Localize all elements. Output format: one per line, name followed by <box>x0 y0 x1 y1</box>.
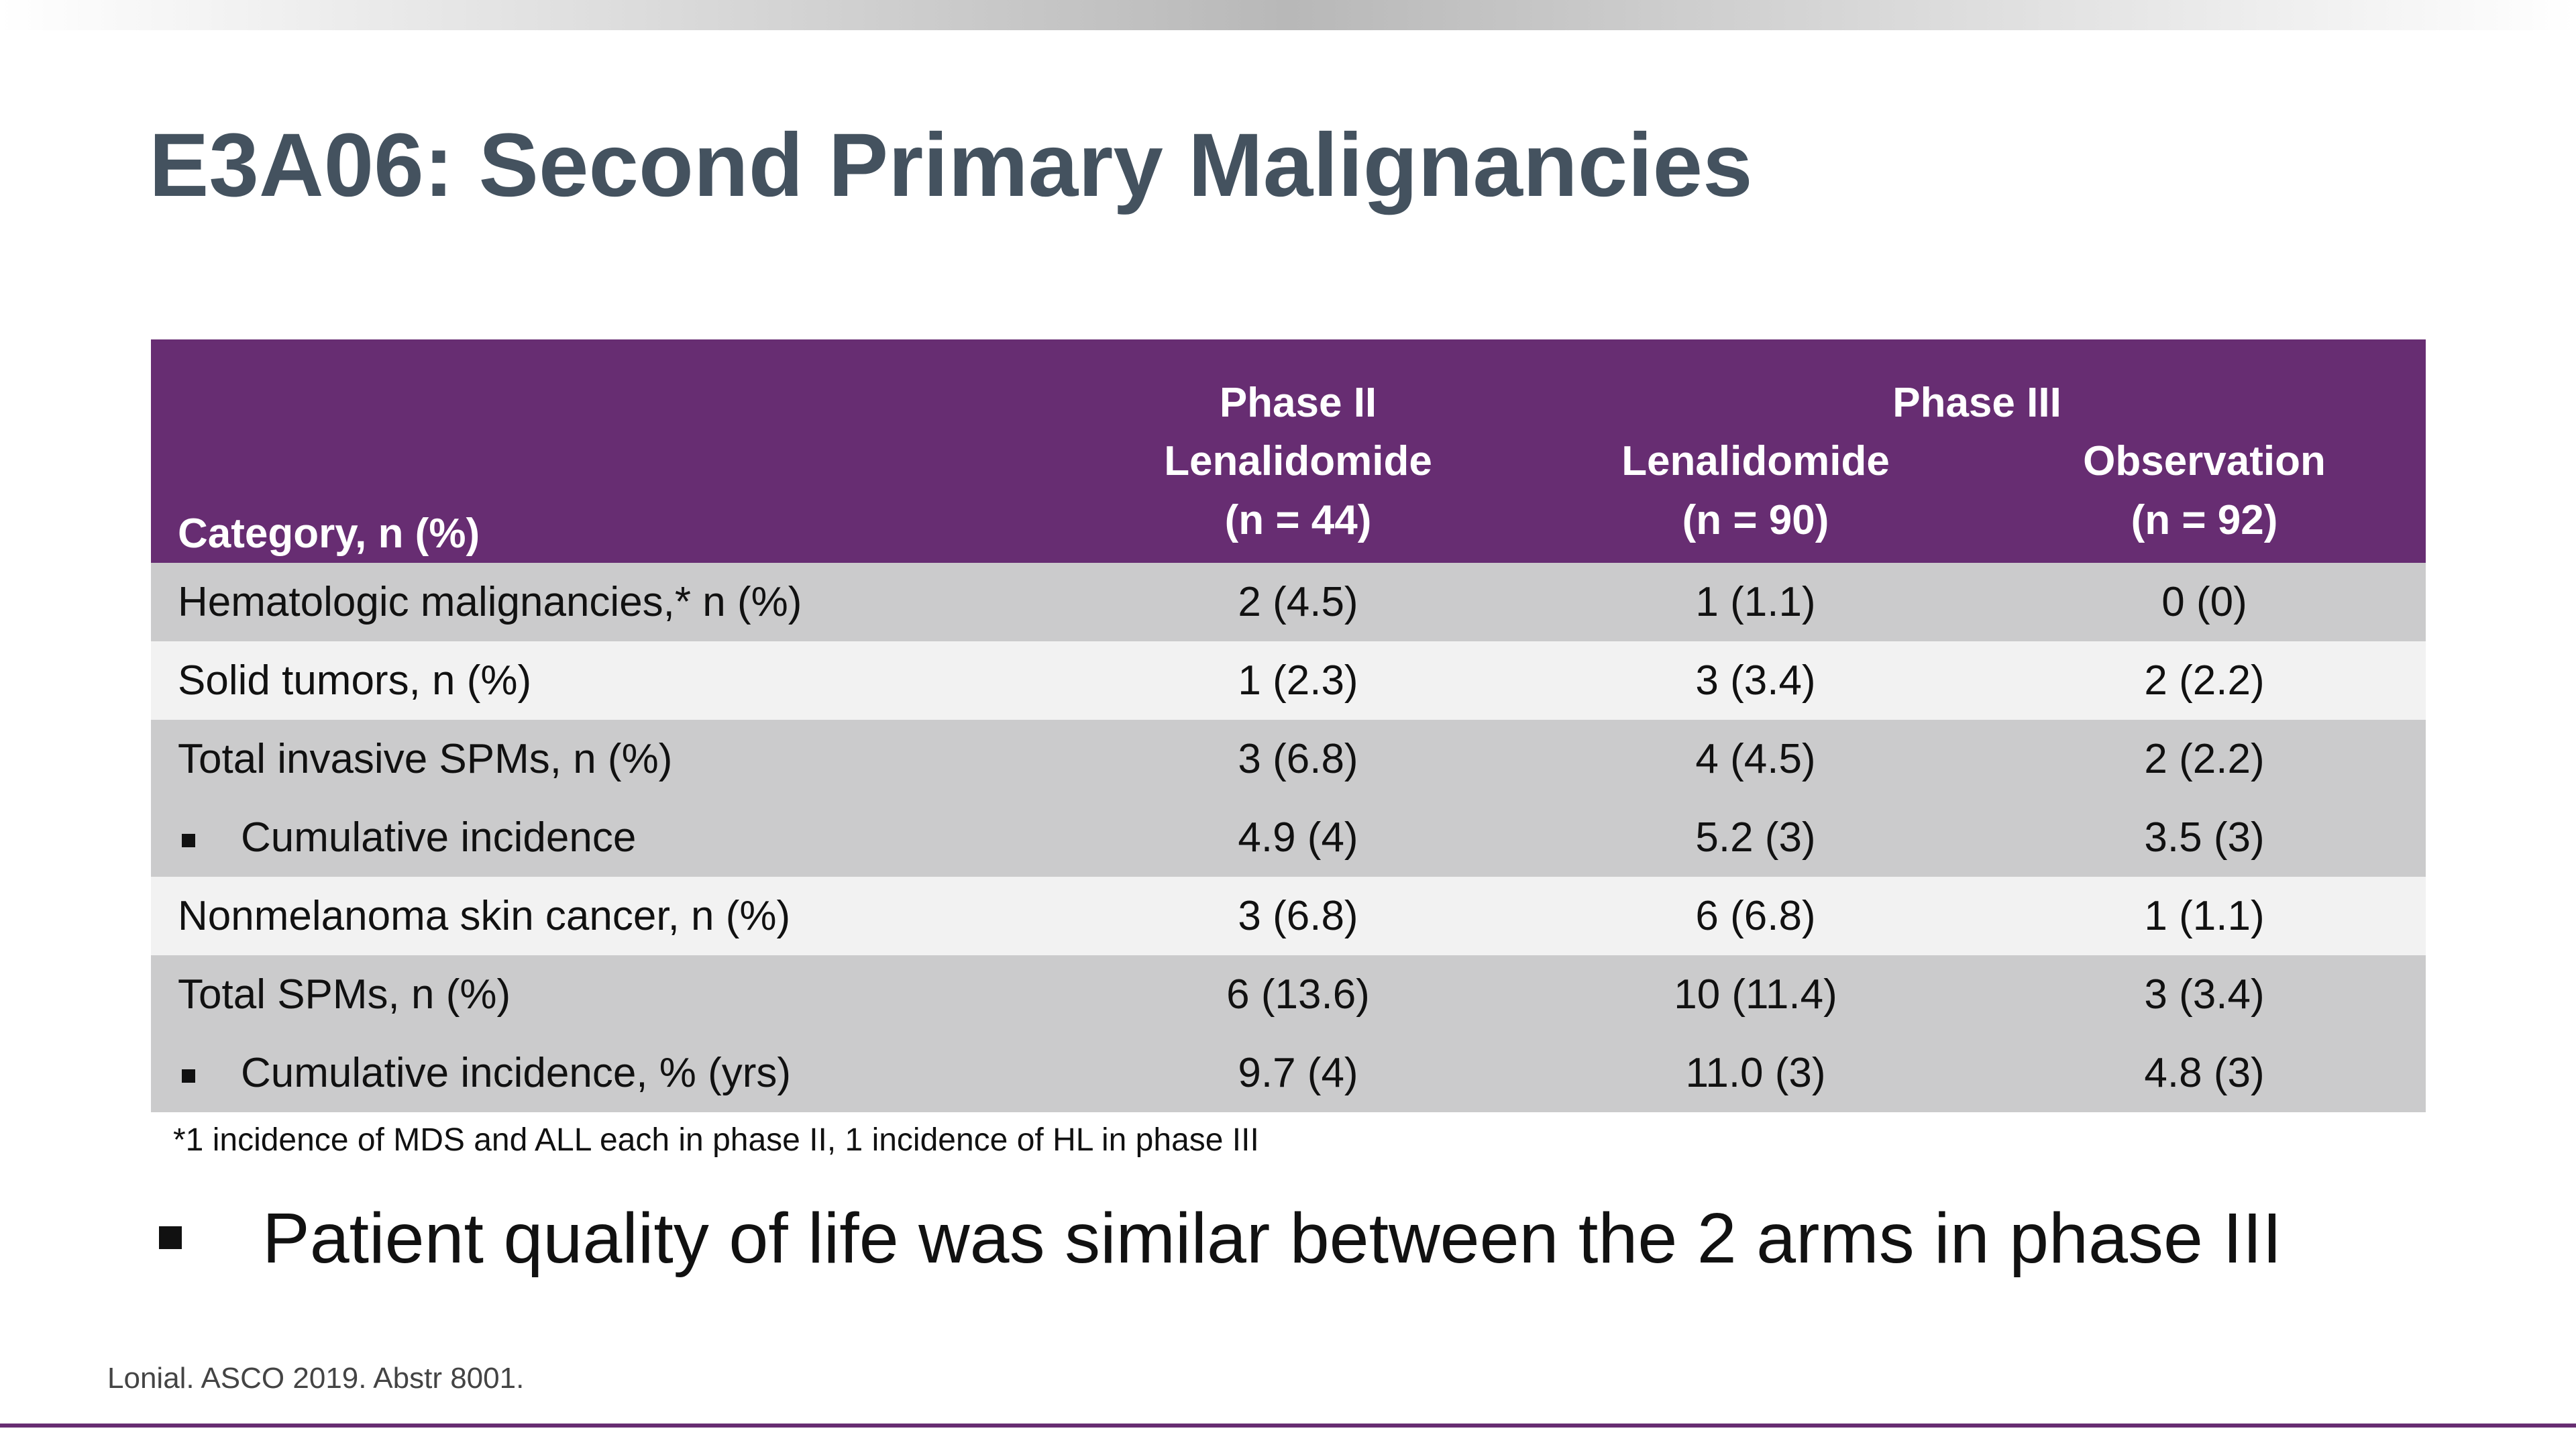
cell: 6 (13.6) <box>1068 955 1528 1034</box>
cell: 2 (4.5) <box>1068 563 1528 641</box>
row-label: Total invasive SPMs, n (%) <box>151 720 1068 798</box>
label-text: Nonmelanoma skin cancer, n (%) <box>178 893 791 939</box>
column-header: Lenalidomide (n = 90) <box>1528 432 1983 563</box>
n: (n = 44) <box>1224 497 1372 543</box>
footnote: *1 incidence of MDS and ALL each in phas… <box>173 1122 1259 1158</box>
cell: 3 (6.8) <box>1068 877 1528 955</box>
label-text: Hematologic malignancies,* n (%) <box>178 579 802 625</box>
row-label: Solid tumors, n (%) <box>151 641 1068 720</box>
table-row: Solid tumors, n (%) 1 (2.3) 3 (3.4) 2 (2.2) <box>151 641 2426 720</box>
label-text: Total SPMs, n (%) <box>178 971 511 1018</box>
arm: Lenalidomide <box>1621 438 1890 484</box>
bullet-marker <box>182 833 195 847</box>
row-label: Cumulative incidence, % (yrs) <box>151 1034 1068 1112</box>
group-header: Phase III <box>1528 339 2426 432</box>
cell: 10 (11.4) <box>1528 955 1983 1034</box>
cell: 5.2 (3) <box>1528 798 1983 877</box>
row-label: Cumulative incidence <box>151 798 1068 877</box>
top-bar <box>0 0 2576 30</box>
cell: 4 (4.5) <box>1528 720 1983 798</box>
bottom-line <box>0 1424 2576 1428</box>
spm-table: Category, n (%) Phase II Phase III Lenal… <box>151 339 2426 1112</box>
group-header: Phase II <box>1068 339 1528 432</box>
table-row: Cumulative incidence 4.9 (4) 5.2 (3) 3.5 (3… <box>151 798 2426 877</box>
bullet-marker <box>159 1226 182 1249</box>
column-header: Lenalidomide (n = 44) <box>1068 432 1528 563</box>
bullet-text: Patient quality of life was similar betw… <box>262 1199 2282 1278</box>
cell: 2 (2.2) <box>1983 720 2426 798</box>
column-header: Observation (n = 92) <box>1983 432 2426 563</box>
cell: 1 (1.1) <box>1528 563 1983 641</box>
label-text: Cumulative incidence, % (yrs) <box>241 1050 792 1096</box>
label-text: Solid tumors, n (%) <box>178 657 532 704</box>
cell: 9.7 (4) <box>1068 1034 1528 1112</box>
table-row: Hematologic malignancies,* n (%) 2 (4.5) 1… <box>151 563 2426 641</box>
title: E3A06: Second Primary Malignancies <box>149 115 1753 215</box>
cell: 2 (2.2) <box>1983 641 2426 720</box>
label-text: Total invasive SPMs, n (%) <box>178 736 673 782</box>
header-row: Lenalidomide (n = 44) Lenalidomide (n = 90… <box>151 432 2426 563</box>
cell: 11.0 (3) <box>1528 1034 1983 1112</box>
source: Lonial. ASCO 2019. Abstr 8001. <box>107 1362 525 1395</box>
cell: 1 (2.3) <box>1068 641 1528 720</box>
n: (n = 90) <box>1682 497 1829 543</box>
cell: 4.8 (3) <box>1983 1034 2426 1112</box>
row-label: Total SPMs, n (%) <box>151 955 1068 1034</box>
cell: 3 (3.4) <box>1528 641 1983 720</box>
arm: Observation <box>2083 438 2326 484</box>
cell: 3 (3.4) <box>1983 955 2426 1034</box>
bullet-point: Patient quality of life was similar betw… <box>151 1198 2282 1279</box>
label-text: Cumulative incidence <box>241 814 637 861</box>
table-row: Cumulative incidence, % (yrs) 9.7 (4) 11.0… <box>151 1034 2426 1112</box>
row-label: Nonmelanoma skin cancer, n (%) <box>151 877 1068 955</box>
cell: 3.5 (3) <box>1983 798 2426 877</box>
table-row: Total SPMs, n (%) 6 (13.6) 10 (11.4) 3 (3.4… <box>151 955 2426 1034</box>
table-row: Total invasive SPMs, n (%) 3 (6.8) 4 (4.5)… <box>151 720 2426 798</box>
cell: 4.9 (4) <box>1068 798 1528 877</box>
cell: 3 (6.8) <box>1068 720 1528 798</box>
table-row: Nonmelanoma skin cancer, n (%) 3 (6.8) 6 (… <box>151 877 2426 955</box>
row-label: Hematologic malignancies,* n (%) <box>151 563 1068 641</box>
arm: Lenalidomide <box>1164 438 1432 484</box>
cell: 6 (6.8) <box>1528 877 1983 955</box>
n: (n = 92) <box>2131 497 2278 543</box>
cell: 0 (0) <box>1983 563 2426 641</box>
cell: 1 (1.1) <box>1983 877 2426 955</box>
bullet-marker <box>182 1069 195 1083</box>
header-row: Category, n (%) Phase II Phase III <box>151 339 2426 563</box>
category-header: Category, n (%) <box>151 339 1068 563</box>
